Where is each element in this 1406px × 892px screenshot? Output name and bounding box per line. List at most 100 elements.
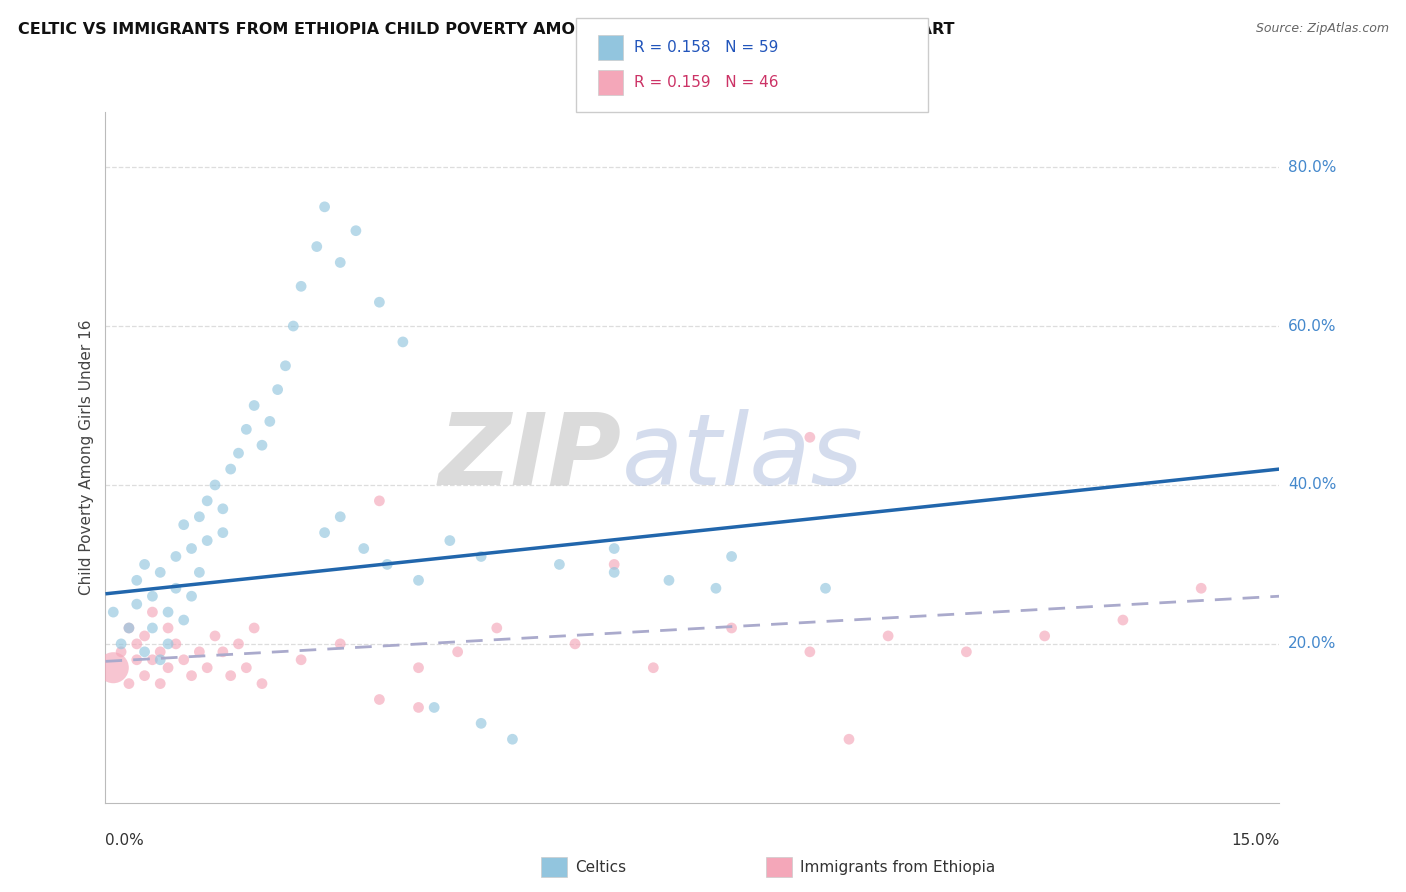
- Point: [344, 224, 367, 238]
- Point: [110, 637, 132, 651]
- Text: 40.0%: 40.0%: [1288, 477, 1336, 492]
- Point: [228, 446, 250, 460]
- Text: atlas: atlas: [621, 409, 863, 506]
- Point: [157, 637, 180, 651]
- Point: [1033, 629, 1056, 643]
- Point: [173, 613, 195, 627]
- Point: [118, 621, 141, 635]
- Point: [173, 653, 195, 667]
- Text: R = 0.158   N = 59: R = 0.158 N = 59: [634, 40, 779, 54]
- Point: [134, 645, 156, 659]
- Text: ZIP: ZIP: [439, 409, 621, 506]
- Point: [423, 700, 446, 714]
- Point: [118, 621, 141, 635]
- Text: 80.0%: 80.0%: [1288, 160, 1336, 175]
- Point: [814, 581, 837, 595]
- Point: [603, 558, 626, 572]
- Point: [368, 295, 391, 310]
- Point: [228, 637, 250, 651]
- Text: CELTIC VS IMMIGRANTS FROM ETHIOPIA CHILD POVERTY AMONG GIRLS UNDER 16 CORRELATIO: CELTIC VS IMMIGRANTS FROM ETHIOPIA CHILD…: [18, 22, 955, 37]
- Point: [211, 501, 233, 516]
- Point: [368, 493, 391, 508]
- Point: [408, 661, 430, 675]
- Point: [103, 605, 125, 619]
- Point: [283, 319, 305, 334]
- Point: [470, 716, 492, 731]
- Point: [329, 637, 352, 651]
- Point: [134, 668, 156, 682]
- Text: 0.0%: 0.0%: [105, 833, 145, 848]
- Point: [157, 605, 180, 619]
- Point: [195, 661, 218, 675]
- Point: [470, 549, 492, 564]
- Point: [219, 462, 242, 476]
- Point: [643, 661, 665, 675]
- Text: Source: ZipAtlas.com: Source: ZipAtlas.com: [1256, 22, 1389, 36]
- Point: [235, 661, 257, 675]
- Point: [165, 549, 187, 564]
- Point: [134, 629, 156, 643]
- Point: [149, 653, 172, 667]
- Point: [188, 645, 211, 659]
- Point: [141, 605, 163, 619]
- Point: [125, 597, 148, 611]
- Point: [439, 533, 461, 548]
- Point: [603, 541, 626, 556]
- Point: [305, 239, 328, 253]
- Point: [603, 566, 626, 580]
- Point: [658, 574, 681, 588]
- Point: [195, 533, 218, 548]
- Point: [408, 574, 430, 588]
- Point: [165, 581, 187, 595]
- Point: [877, 629, 900, 643]
- Point: [838, 732, 860, 747]
- Point: [720, 549, 742, 564]
- Text: 15.0%: 15.0%: [1232, 833, 1279, 848]
- Point: [125, 574, 148, 588]
- Point: [204, 478, 226, 492]
- Point: [141, 653, 163, 667]
- Point: [149, 566, 172, 580]
- Text: Immigrants from Ethiopia: Immigrants from Ethiopia: [800, 860, 995, 874]
- Point: [125, 637, 148, 651]
- Point: [1112, 613, 1135, 627]
- Point: [329, 509, 352, 524]
- Point: [250, 438, 273, 452]
- Point: [799, 430, 821, 444]
- Point: [290, 653, 312, 667]
- Point: [392, 334, 415, 349]
- Point: [314, 200, 336, 214]
- Point: [110, 645, 132, 659]
- Point: [353, 541, 375, 556]
- Point: [141, 621, 163, 635]
- Point: [501, 732, 523, 747]
- Point: [1189, 581, 1212, 595]
- Point: [149, 676, 172, 690]
- Point: [219, 668, 242, 682]
- Point: [266, 383, 288, 397]
- Point: [290, 279, 312, 293]
- Text: 20.0%: 20.0%: [1288, 636, 1336, 651]
- Point: [243, 621, 266, 635]
- Point: [329, 255, 352, 269]
- Point: [250, 676, 273, 690]
- Point: [548, 558, 571, 572]
- Point: [408, 700, 430, 714]
- Point: [485, 621, 508, 635]
- Point: [125, 653, 148, 667]
- Point: [368, 692, 391, 706]
- Point: [720, 621, 742, 635]
- Point: [243, 399, 266, 413]
- Point: [134, 558, 156, 572]
- Point: [446, 645, 468, 659]
- Point: [157, 661, 180, 675]
- Point: [704, 581, 727, 595]
- Point: [188, 509, 211, 524]
- Text: R = 0.159   N = 46: R = 0.159 N = 46: [634, 76, 779, 90]
- Point: [180, 668, 202, 682]
- Text: 60.0%: 60.0%: [1288, 318, 1336, 334]
- Point: [314, 525, 336, 540]
- Point: [157, 621, 180, 635]
- Point: [204, 629, 226, 643]
- Point: [274, 359, 297, 373]
